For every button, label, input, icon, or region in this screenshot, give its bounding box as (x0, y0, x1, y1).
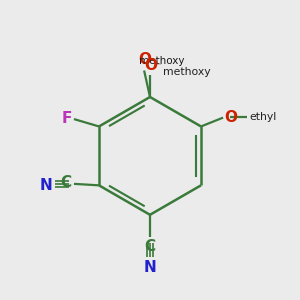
Text: C: C (61, 175, 72, 190)
Text: O: O (144, 58, 158, 74)
Text: N: N (40, 178, 53, 193)
Text: N: N (144, 260, 156, 275)
Text: methoxy: methoxy (156, 64, 163, 65)
Text: methoxy: methoxy (163, 67, 211, 77)
Text: O: O (225, 110, 238, 124)
Text: O: O (138, 52, 151, 67)
Text: C: C (144, 239, 156, 254)
Text: methoxy: methoxy (139, 56, 184, 66)
Text: F: F (61, 111, 72, 126)
Text: ethyl: ethyl (249, 112, 276, 122)
